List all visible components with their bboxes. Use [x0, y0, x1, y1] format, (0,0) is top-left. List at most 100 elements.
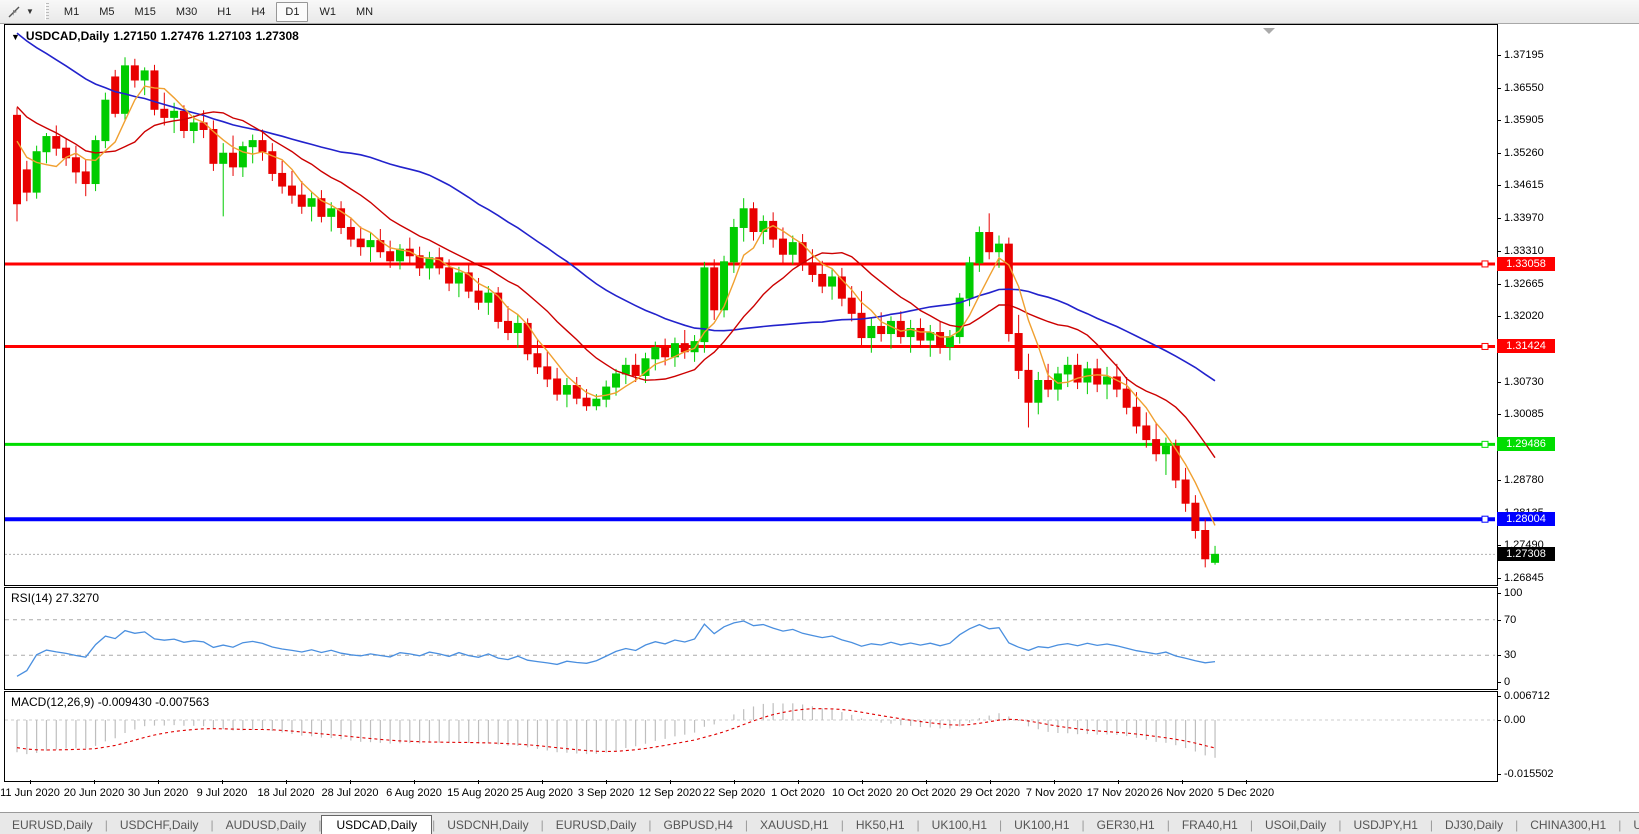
candle-body — [582, 397, 591, 407]
candle-body — [111, 76, 120, 114]
candle — [641, 352, 650, 384]
axis-tick — [1497, 577, 1501, 579]
candle-body — [366, 240, 375, 248]
candle — [837, 267, 846, 307]
candle-body — [121, 65, 130, 114]
candle — [91, 135, 100, 192]
tab-hk50-h1[interactable]: HK50,H1 — [855, 818, 905, 832]
tab-eurusd-daily[interactable]: EURUSD,Daily — [12, 818, 93, 832]
rsi-panel[interactable]: RSI(14) 27.3270 — [4, 587, 1498, 690]
candle-body — [415, 255, 424, 269]
tab-gbpusd-h4[interactable]: GBPUSD,H4 — [663, 818, 733, 832]
chart-shift-triangle-icon[interactable] — [1263, 28, 1275, 34]
date-axis[interactable]: 11 Jun 2020 20 Jun 2020 30 Jun 2020 9 Jul 2… — [0, 780, 1639, 813]
candle — [1122, 376, 1131, 415]
tab-uk100-h1[interactable]: UK100,H1 — [1014, 818, 1070, 832]
candlestick-chart[interactable] — [5, 25, 1495, 583]
tab-usoil-daily[interactable]: USOil,Daily — [1264, 818, 1327, 832]
candle — [651, 341, 660, 371]
timeframe-button-h1[interactable]: H1 — [217, 5, 232, 18]
candle — [140, 67, 149, 96]
tab-fra40-h1[interactable]: FRA40,H1 — [1181, 818, 1238, 832]
candle — [818, 260, 827, 294]
tab-dj30-daily[interactable]: DJ30,Daily — [1445, 818, 1504, 832]
timeframe-button-w1[interactable]: W1 — [319, 5, 336, 18]
candle — [1161, 437, 1170, 475]
candle-body — [160, 108, 169, 118]
tab-usdchf-daily[interactable]: USDCHF,Daily — [119, 818, 199, 832]
candle-body — [808, 262, 817, 275]
date-label: 6 Aug 2020 — [386, 787, 442, 799]
axis-tick — [1497, 283, 1501, 285]
tab-usdcad-daily[interactable]: USDCAD,Daily — [321, 815, 433, 834]
level-line-handle[interactable] — [1481, 515, 1489, 523]
timeframe-button-mn[interactable]: MN — [355, 5, 374, 18]
rsi-tick-label: 70 — [1504, 613, 1517, 626]
macd-histogram — [16, 703, 1216, 758]
tab-usdjpy-h1[interactable]: USDJPY,H1 — [1353, 818, 1418, 832]
level-line-handle[interactable] — [1481, 440, 1489, 448]
date-tick — [94, 780, 95, 784]
candle — [680, 330, 689, 359]
candle-body — [965, 262, 974, 299]
candle — [906, 319, 915, 353]
candle-body — [847, 297, 856, 314]
candle — [356, 226, 365, 256]
candle-body — [258, 140, 267, 153]
tab-eurusd-daily[interactable]: EURUSD,Daily — [555, 818, 637, 832]
candle-body — [710, 267, 719, 311]
tab-separator: | — [744, 818, 749, 832]
tab-xauusd-h1[interactable]: XAUUSD,H1 — [760, 818, 829, 832]
candle — [219, 143, 228, 217]
candle-body — [562, 385, 571, 395]
rsi-tick-label: 100 — [1504, 587, 1523, 599]
candle — [778, 227, 787, 263]
candle — [857, 291, 866, 346]
tab-separator: | — [432, 818, 436, 832]
candle-body — [238, 146, 247, 168]
candle-body — [769, 220, 778, 240]
date-label: 17 Nov 2020 — [1086, 787, 1150, 799]
candle — [543, 351, 552, 388]
candle-body — [1171, 445, 1180, 481]
candle — [965, 256, 974, 307]
tab-uk100-h1[interactable]: UK100,H1 — [931, 818, 988, 832]
main-chart-panel[interactable]: ▼ USDCAD,Daily 1.27150 1.27476 1.27103 1.2730… — [4, 24, 1498, 586]
axis-tick — [1497, 720, 1501, 721]
timeframe-button-m1[interactable]: M1 — [63, 5, 80, 18]
candle-body — [631, 364, 640, 376]
level-line-handle[interactable] — [1481, 260, 1489, 268]
price-axis[interactable]: 1.37195 1.36550 1.35905 1.35260 1.34615 1.339… — [1497, 0, 1639, 812]
candle — [464, 264, 473, 299]
timeframe-button-m30[interactable]: M30 — [175, 5, 198, 18]
timeframe-button-m5[interactable]: M5 — [99, 5, 115, 18]
timeframe-button-d1[interactable]: D1 — [276, 1, 309, 22]
candle-body — [504, 320, 512, 334]
triangle-down-icon[interactable]: ▼ — [11, 32, 20, 42]
date-label: 5 Dec 2020 — [1217, 787, 1275, 799]
timeframe-button-m15[interactable]: M15 — [134, 5, 156, 18]
price-tick-label: 1.26845 — [1504, 571, 1544, 584]
candle-body — [209, 128, 218, 164]
date-label: 12 Sep 2020 — [638, 787, 702, 799]
candle — [32, 145, 41, 199]
candle-body — [749, 208, 758, 233]
candle — [1181, 467, 1190, 512]
price-tag-1.31424: 1.31424 — [1497, 339, 1555, 354]
candle — [454, 266, 463, 298]
candle — [769, 212, 778, 248]
timeframe-button-h4[interactable]: H4 — [251, 5, 266, 18]
tab-china300-h1[interactable]: CHINA300,H1 — [1530, 818, 1607, 832]
macd-panel[interactable]: MACD(12,26,9) -0.009430 -0.007563 — [4, 691, 1498, 782]
chart-tool-button[interactable]: ▼ — [3, 3, 38, 21]
tab-usdcnh-daily[interactable]: USDCNH,Daily — [447, 818, 529, 832]
tab-ger30-h1[interactable]: GER30,H1 — [1096, 818, 1155, 832]
candle-body — [268, 151, 277, 174]
candle — [189, 115, 198, 144]
tab-usoil-h1[interactable]: USOil,H1 — [1633, 818, 1639, 832]
toolbar-grip[interactable] — [44, 3, 49, 20]
price-tick-label: 1.30085 — [1504, 408, 1544, 421]
tab-audusd-daily[interactable]: AUDUSD,Daily — [225, 818, 307, 832]
level-line-handle[interactable] — [1481, 342, 1489, 350]
